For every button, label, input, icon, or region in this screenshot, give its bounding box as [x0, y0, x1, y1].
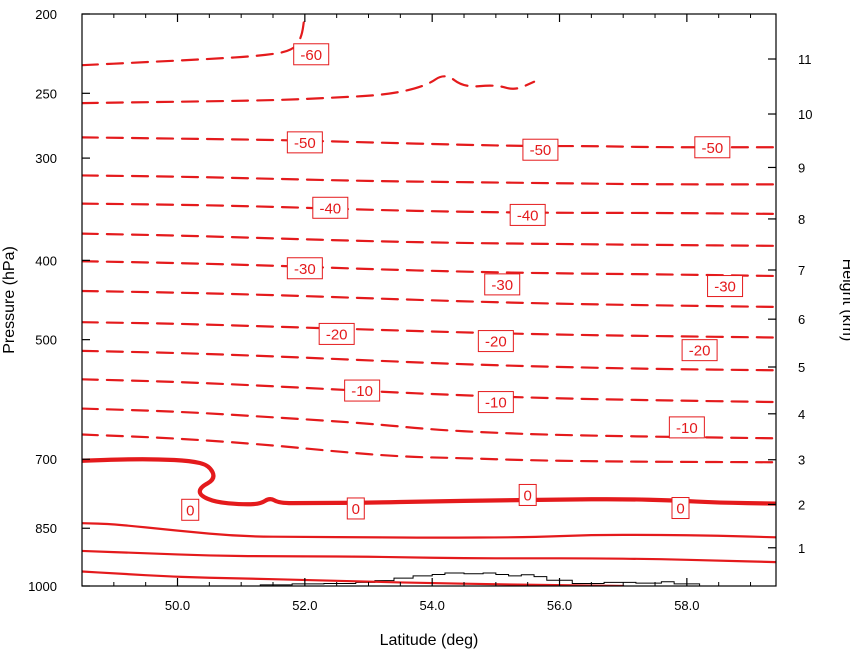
contour-label-box [694, 136, 731, 159]
right-tick-label: 3 [798, 453, 805, 468]
contour-label-box [522, 138, 559, 161]
contour-label-box [477, 391, 514, 414]
contour-line [82, 378, 776, 404]
contour-layer [82, 14, 776, 586]
contour-line [82, 407, 776, 440]
contour-label: -50 [530, 142, 552, 159]
contour-label: -50 [294, 135, 316, 152]
y-tick-label: 850 [35, 521, 57, 536]
right-tick-label: 8 [798, 212, 805, 227]
contour-line [82, 232, 776, 247]
contour-line [82, 549, 776, 564]
right-tick-label: 9 [798, 160, 805, 175]
contour-label-box [286, 131, 323, 154]
contour-line [82, 14, 306, 67]
contour-line [82, 75, 536, 105]
right-axis-title: Height (km) [839, 259, 850, 342]
right-tick-label: 1 [798, 541, 805, 556]
contour-line [82, 349, 776, 372]
contour-label: -40 [319, 200, 341, 217]
x-tick-label: 50.0 [165, 598, 190, 613]
contour-label: 0 [186, 502, 194, 519]
contour-label: -40 [517, 207, 539, 224]
terrain-line [234, 572, 701, 586]
contour-line [82, 570, 625, 586]
contour-label-box [293, 43, 330, 66]
contour-label-box [312, 196, 349, 219]
right-tick-label: 7 [798, 263, 805, 278]
contour-label: -20 [485, 334, 507, 351]
contour-label: -30 [714, 279, 736, 296]
x-tick-label: 56.0 [547, 598, 572, 613]
contour-label: -20 [326, 326, 348, 343]
contour-label-box [671, 497, 690, 520]
contour-label-box [286, 257, 323, 280]
contour-label: -10 [351, 383, 373, 400]
contour-line [82, 522, 776, 539]
contour-line [82, 260, 776, 278]
x-axis-title: Latitude (deg) [380, 632, 479, 649]
contour-label: -60 [300, 47, 322, 64]
y-axis-title: Pressure (hPa) [1, 246, 18, 354]
contour-label-box [346, 497, 365, 520]
contour-line [82, 321, 776, 339]
y-tick-label: 500 [35, 333, 57, 348]
y-tick-label: 250 [35, 86, 57, 101]
x-tick-label: 52.0 [292, 598, 317, 613]
contour-label: -30 [294, 261, 316, 278]
contour-label-box [681, 339, 718, 362]
contour-label-box [344, 379, 381, 402]
contour-label: -50 [701, 140, 723, 157]
right-tick-label: 10 [798, 107, 812, 122]
contour-line [82, 202, 776, 216]
contour-label: 0 [524, 487, 532, 504]
y-tick-label: 400 [35, 253, 57, 268]
x-tick-label: 58.0 [674, 598, 699, 613]
contour-label: 0 [352, 501, 360, 518]
y-tick-label: 300 [35, 151, 57, 166]
contour-label-box [518, 483, 537, 506]
right-tick-label: 6 [798, 312, 805, 327]
contour-label-layer: -60 -50 -50 -50 -40 -40 -30 -30 -30 -20 -20 -20 -10 -… [181, 43, 744, 521]
x-tick-label: 54.0 [420, 598, 445, 613]
right-tick-label: 5 [798, 360, 805, 375]
contour-label-box [484, 273, 521, 296]
contour-label: -30 [491, 277, 513, 294]
y-tick-label: 1000 [28, 579, 57, 594]
contour-label: -10 [485, 395, 507, 412]
contour-line [82, 174, 776, 186]
contour-line [82, 457, 776, 507]
contour-line [82, 289, 776, 309]
contour-label-box [707, 275, 744, 298]
contour-label: -20 [689, 343, 711, 360]
right-tick-label: 2 [798, 497, 805, 512]
contour-label-box [318, 322, 355, 345]
right-tick-label: 4 [798, 407, 805, 422]
contour-label-box [509, 203, 546, 226]
contour-label-box [181, 498, 200, 521]
contour-label-box [477, 330, 514, 353]
y-tick-label: 700 [35, 452, 57, 467]
right-tick-label: 11 [798, 52, 812, 67]
contour-label: -10 [676, 420, 698, 437]
y-tick-label: 200 [35, 7, 57, 22]
contour-label-box [668, 416, 705, 439]
plot-frame [81, 13, 777, 587]
axis-layer: 50.0 52.0 54.0 56.0 58.020025030040050070085… [28, 7, 812, 613]
terrain-layer [234, 572, 701, 586]
contour-line [82, 136, 776, 149]
contour-label: 0 [676, 501, 684, 518]
contour-line [82, 433, 776, 464]
